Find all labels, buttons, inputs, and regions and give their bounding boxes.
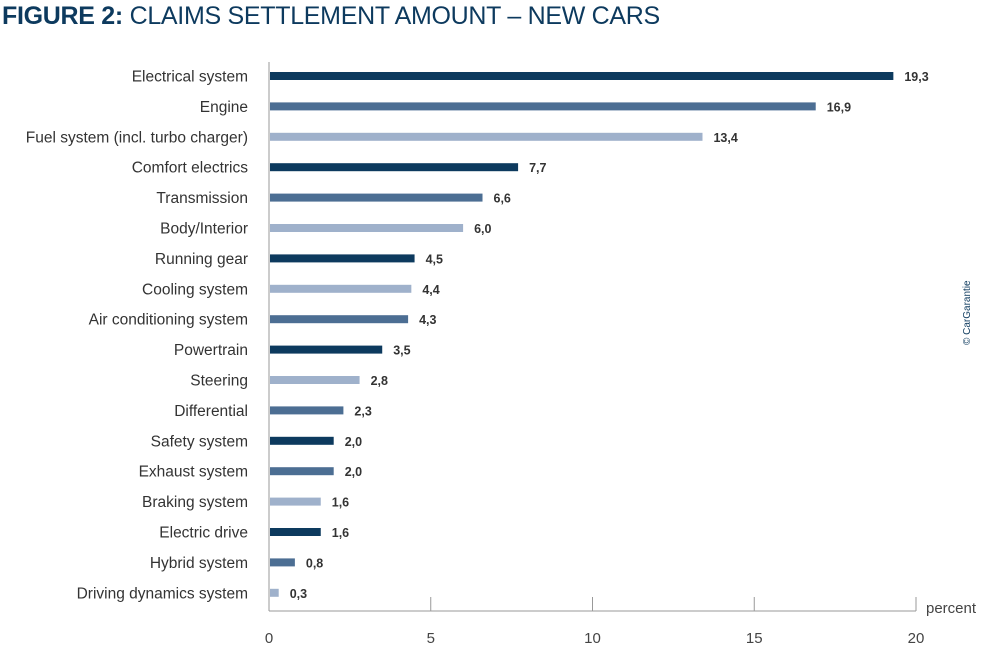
data-label: 2,0 xyxy=(345,465,362,479)
x-tick-label: 5 xyxy=(427,630,435,647)
category-label: Transmission xyxy=(156,190,248,207)
data-label: 0,3 xyxy=(290,587,307,601)
category-label: Engine xyxy=(200,99,248,116)
bar xyxy=(270,284,412,293)
data-label: 1,6 xyxy=(332,496,349,510)
data-label: 2,3 xyxy=(354,404,371,418)
bar xyxy=(270,497,321,506)
bar xyxy=(270,345,383,354)
category-label: Braking system xyxy=(142,494,248,511)
bar xyxy=(270,558,295,567)
bar xyxy=(270,132,703,141)
data-label: 1,6 xyxy=(332,526,349,540)
category-label: Steering xyxy=(190,373,248,390)
bar xyxy=(270,224,464,232)
bar xyxy=(270,315,409,324)
data-label: 13,4 xyxy=(713,131,737,145)
data-label: 6,6 xyxy=(494,192,511,206)
x-tick-label: 15 xyxy=(746,630,763,647)
bar xyxy=(270,406,344,415)
category-label: Powertrain xyxy=(174,342,248,359)
data-label: 4,4 xyxy=(422,283,439,297)
copyright-credit: © CarGarantie xyxy=(962,280,973,345)
data-label: 4,3 xyxy=(419,313,436,327)
bar xyxy=(270,102,816,111)
bar xyxy=(270,528,321,536)
data-label: 4,5 xyxy=(426,252,443,266)
x-tick-label: 0 xyxy=(265,630,273,647)
data-label: 2,8 xyxy=(371,374,388,388)
bar xyxy=(270,254,415,263)
category-label: Fuel system (incl. turbo charger) xyxy=(26,129,248,146)
category-label: Differential xyxy=(174,403,248,420)
category-label: Cooling system xyxy=(142,281,248,298)
bar xyxy=(270,588,279,597)
category-label: Safety system xyxy=(151,433,248,450)
data-label: 19,3 xyxy=(904,70,928,84)
data-label: 6,0 xyxy=(474,222,491,236)
data-label: 7,7 xyxy=(529,161,546,175)
category-label: Body/Interior xyxy=(160,221,248,238)
x-tick-label: 20 xyxy=(908,630,925,647)
bar xyxy=(270,467,334,476)
data-label: 0,8 xyxy=(306,556,323,570)
category-label: Electrical system xyxy=(132,69,248,86)
category-label: Running gear xyxy=(155,251,248,268)
bar xyxy=(270,376,360,384)
bar xyxy=(270,72,894,80)
data-label: 2,0 xyxy=(345,435,362,449)
data-label: 3,5 xyxy=(393,344,410,358)
category-label: Exhaust system xyxy=(139,464,248,481)
title-prefix: FIGURE 2: xyxy=(2,2,123,30)
bar xyxy=(270,436,334,445)
title-text: CLAIMS SETTLEMENT AMOUNT – NEW CARS xyxy=(129,2,661,30)
category-label: Comfort electrics xyxy=(132,160,249,177)
x-axis-label: percent xyxy=(926,600,977,617)
category-label: Electric drive xyxy=(159,525,248,542)
category-label: Hybrid system xyxy=(150,555,248,572)
bar xyxy=(270,193,483,202)
bar xyxy=(270,163,519,172)
category-label: Driving dynamics system xyxy=(77,585,248,602)
data-label: 16,9 xyxy=(827,100,851,114)
x-tick-label: 10 xyxy=(584,630,601,647)
chart-title: FIGURE 2: CLAIMS SETTLEMENT AMOUNT – NEW… xyxy=(2,2,660,31)
category-label: Air conditioning system xyxy=(89,312,248,329)
